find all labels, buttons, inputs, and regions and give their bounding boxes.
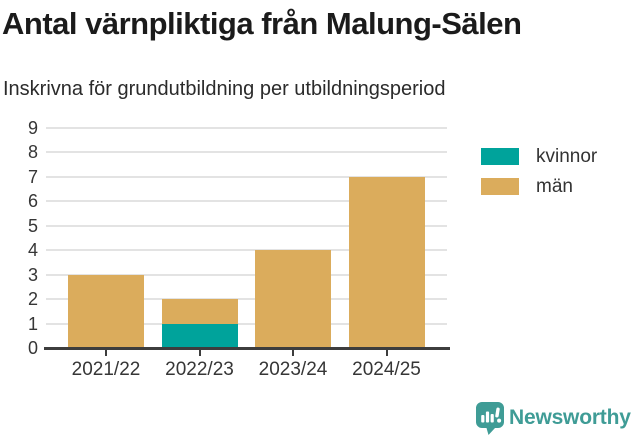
x-axis-tick: [198, 350, 201, 356]
y-axis-label: 0: [27, 338, 38, 358]
legend-label: kvinnor: [536, 146, 598, 167]
y-axis-label: 9: [27, 118, 38, 138]
bar-segment-män: [161, 299, 238, 324]
x-axis-tick: [105, 350, 107, 356]
bar-chart-speech-bubble-icon: [476, 402, 504, 435]
bar-segment-män: [68, 274, 144, 348]
newsworthy-logo: Newsworthy: [476, 402, 631, 435]
gridline: [46, 322, 447, 325]
gridline: [46, 151, 447, 154]
x-axis-label: 2021/22: [71, 359, 141, 380]
y-axis-label: 5: [27, 215, 38, 236]
gridline: [46, 298, 447, 301]
chart-subtitle: Inskrivna för grundutbildning per utbild…: [3, 78, 446, 100]
gridline: [46, 273, 447, 276]
x-axis-baseline: [44, 347, 450, 350]
x-axis-tick: [385, 350, 388, 356]
y-axis-label: 1: [27, 313, 38, 334]
newsworthy-logo-text: Newsworthy: [509, 406, 631, 429]
y-axis-label: 4: [27, 240, 38, 261]
legend-swatch-kvinnor: [481, 148, 519, 165]
bar-segment-kvinnor: [161, 323, 238, 348]
legend-item-kvinnor: kvinnor: [481, 147, 597, 166]
x-axis-label: 2023/24: [258, 359, 328, 380]
gridline: [46, 249, 447, 252]
gridline: [46, 224, 447, 227]
legend: kvinnor män: [481, 147, 597, 207]
x-axis-tick: [292, 350, 294, 356]
legend-label: män: [536, 176, 573, 197]
legend-swatch-män: [481, 178, 519, 195]
chart-title: Antal värnpliktiga från Malung-Sälen: [2, 6, 522, 41]
y-axis-label: 7: [27, 166, 38, 187]
bar-segment-män: [255, 250, 331, 348]
gridline: [46, 200, 447, 203]
y-axis-label: 3: [27, 264, 38, 285]
bar-segment-män: [348, 176, 425, 348]
y-axis-label: 8: [27, 142, 38, 163]
x-axis-label: 2022/23: [165, 359, 234, 380]
legend-item-män: män: [481, 177, 597, 196]
gridline: [46, 175, 447, 178]
gridline: [46, 127, 447, 129]
x-axis-label: 2024/25: [352, 359, 421, 380]
y-axis-label: 6: [27, 191, 38, 212]
y-axis-label: 2: [27, 289, 38, 310]
